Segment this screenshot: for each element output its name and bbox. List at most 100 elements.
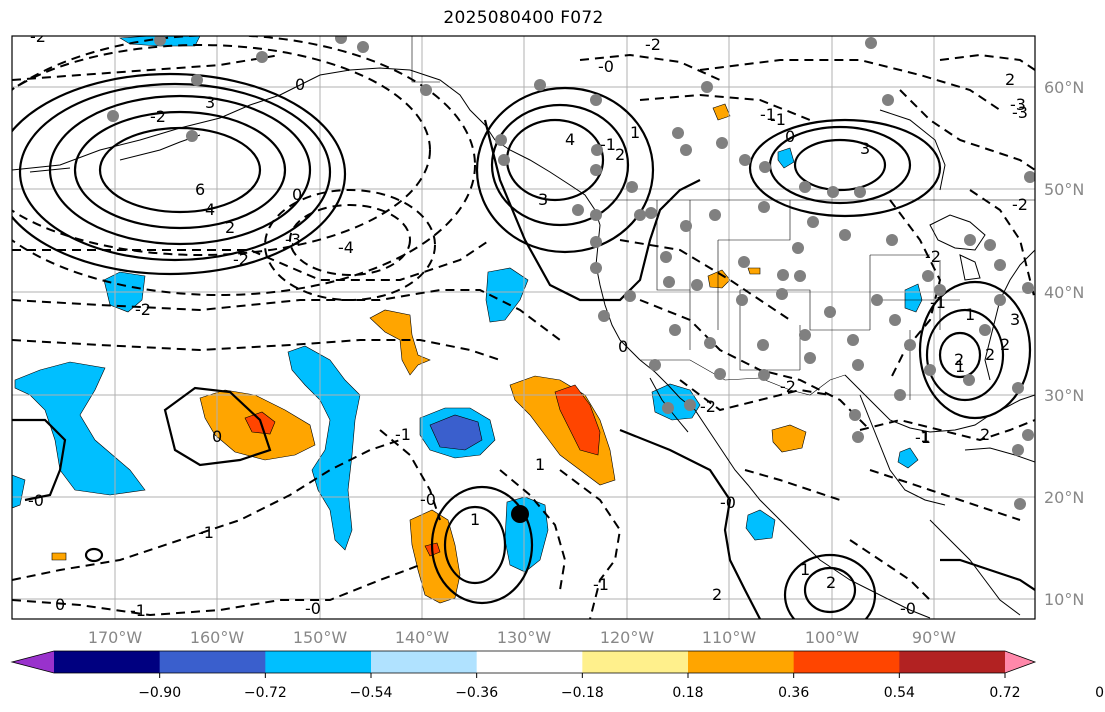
contour-label: -2 xyxy=(30,27,46,46)
lat-tick-label: 10°N xyxy=(1044,590,1084,609)
contour-label: -3 xyxy=(1012,103,1028,122)
contour-label: 3 xyxy=(205,93,215,112)
contour-label: -2 xyxy=(700,397,716,416)
colorbar-label: 0.18 xyxy=(672,685,703,701)
contour-label: -0 xyxy=(28,491,44,510)
lon-tick-label: 170°W xyxy=(88,628,143,647)
contour-label: 0 xyxy=(292,185,302,204)
contour-label: -0 xyxy=(305,599,321,618)
lat-tick-label: 30°N xyxy=(1044,386,1084,405)
lon-tick-label: 140°W xyxy=(395,628,450,647)
contour-label: -1 xyxy=(198,523,214,542)
contour-label: -3 xyxy=(285,230,301,249)
map-title: 2025080400 F072 xyxy=(443,8,604,28)
contour-label: 2 xyxy=(225,218,235,237)
colorbar-label: −0.18 xyxy=(561,685,604,701)
longitude-labels: 170°W 160°W 150°W 140°W 130°W 120°W 110°… xyxy=(88,628,956,647)
lat-tick-label: 20°N xyxy=(1044,488,1084,507)
colorbar: −0.90 −0.72 −0.54 −0.36 −0.18 0.18 0.36 0.54 0.7… xyxy=(10,650,1105,701)
contour-label: 2 xyxy=(1000,335,1010,354)
coastlines xyxy=(12,67,1035,619)
colorbar-label: −0.36 xyxy=(455,685,498,701)
latitude-labels: 60°N 50°N 40°N 30°N 20°N 10°N xyxy=(1044,78,1084,609)
contour-label: 1 xyxy=(965,305,975,324)
contour-label: 1 xyxy=(470,510,480,529)
contour-label: 2 xyxy=(615,145,625,164)
lon-tick-label: 160°W xyxy=(190,628,245,647)
contour-label: 3 xyxy=(1010,310,1020,329)
contour-labels: -2 -0 -2 -1 -3 2 3 6 4 2 0 -2 -3 -4 -2 4… xyxy=(28,27,1028,620)
contour-label: -1 xyxy=(593,575,609,594)
contour-label: -1 xyxy=(915,428,931,447)
contour-label: -2 xyxy=(150,107,166,126)
contour-label: -1 xyxy=(600,135,616,154)
contour-label: -0 xyxy=(420,490,436,509)
colorbar-segment xyxy=(582,651,689,673)
colorbar-segment xyxy=(159,651,266,673)
contour-label: -1 xyxy=(770,110,786,129)
colorbar-segment xyxy=(793,651,900,673)
contour-label: 4 xyxy=(205,200,215,219)
lon-tick-label: 150°W xyxy=(293,628,348,647)
contour-label: 2 xyxy=(985,345,995,364)
contour-label: -1 xyxy=(130,601,146,620)
contour-label: 2 xyxy=(826,573,836,592)
contour-label: 0 xyxy=(785,127,795,146)
contour-label: 1 xyxy=(630,123,640,142)
colorbar-segment xyxy=(54,651,161,673)
lon-tick-label: 100°W xyxy=(805,628,860,647)
contour-label: -2 xyxy=(925,247,941,266)
colorbar-segment xyxy=(688,651,795,673)
low-center-marker xyxy=(511,505,529,523)
contour-label: 1 xyxy=(535,455,545,474)
colorbar-extend-low xyxy=(12,651,54,673)
colorbar-segment xyxy=(899,651,1006,673)
contour-label: 3 xyxy=(860,139,870,158)
contour-label: -0 xyxy=(720,493,736,512)
colorbar-outline xyxy=(10,650,1037,674)
lon-tick-label: 120°W xyxy=(600,628,655,647)
contour-label: -1 xyxy=(760,105,776,124)
contour-label: 1 xyxy=(800,560,810,579)
lon-tick-label: 130°W xyxy=(497,628,552,647)
colorbar-label: −0.72 xyxy=(244,685,287,701)
contour-label: 6 xyxy=(195,180,205,199)
contour-label: 3 xyxy=(538,190,548,209)
contour-label: 0 xyxy=(55,595,65,614)
colorbar-segment xyxy=(476,651,583,673)
contour-label: -2 xyxy=(645,35,661,54)
lon-tick-label: 90°W xyxy=(912,628,956,647)
contour-label: 4 xyxy=(565,130,575,149)
contour-label: 2 xyxy=(1005,70,1015,89)
colorbar-segment xyxy=(265,651,372,673)
colorbar-label: 0.36 xyxy=(778,685,809,701)
contour-label: 0 xyxy=(618,337,628,356)
lat-tick-label: 60°N xyxy=(1044,78,1084,97)
lon-tick-label: 110°W xyxy=(702,628,757,647)
contour-label: 1 xyxy=(955,357,965,376)
contour-label: -3 xyxy=(1010,95,1026,114)
map-frame xyxy=(11,35,1036,620)
contour-label: -2 xyxy=(780,377,796,396)
contour-label: -1 xyxy=(930,293,946,312)
contour-label: 2 xyxy=(954,350,964,369)
contour-label: 0 xyxy=(295,75,305,94)
colorbar-segment xyxy=(371,651,478,673)
contour-label: 2 xyxy=(980,425,990,444)
contour-label: -1 xyxy=(395,425,411,444)
contour-label: -0 xyxy=(598,57,614,76)
colorbar-label: 0.72 xyxy=(989,685,1020,701)
contour-label: -0 xyxy=(900,599,916,618)
contour-label: 1 xyxy=(920,427,930,446)
contour-label: 2 xyxy=(712,585,722,604)
contour-label: -2 xyxy=(135,300,151,319)
colorbar-label: 0.54 xyxy=(884,685,915,701)
colorbar-label: 0.90 xyxy=(1095,685,1105,701)
contour-label: -2 xyxy=(1012,195,1028,214)
lat-tick-label: 40°N xyxy=(1044,283,1084,302)
contour-label: -4 xyxy=(338,238,354,257)
station-dots xyxy=(107,36,1035,510)
colorbar-label: −0.90 xyxy=(138,685,181,701)
contour-label: 0 xyxy=(212,427,222,446)
